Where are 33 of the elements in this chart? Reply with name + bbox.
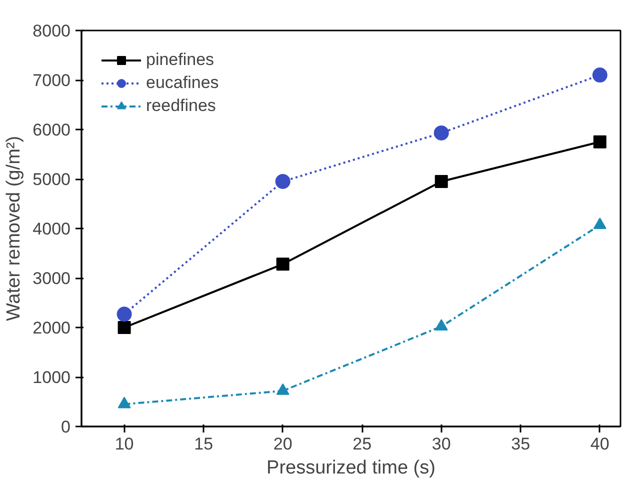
point (434, 174, 448, 188)
point (275, 174, 290, 189)
y-tick-label: 1000 (32, 368, 71, 387)
point (434, 125, 449, 140)
legend-label: pinefines (146, 50, 214, 70)
x-tick-label: 10 (114, 434, 134, 454)
x-tick-label: 40 (590, 434, 610, 454)
point (593, 135, 606, 148)
point (592, 68, 608, 83)
point (118, 321, 131, 334)
point (434, 319, 448, 330)
y-tick-label: 7000 (32, 71, 71, 90)
x-tick-label: 20 (273, 434, 292, 454)
x-tick-label: 30 (432, 434, 451, 454)
point (276, 383, 290, 395)
x-axis-title: Pressurized time (s) (266, 458, 436, 478)
y-axis-title: Water removed (g/m²) (4, 136, 25, 322)
y-tick-label: 0 (61, 418, 71, 436)
y-tick-label: 8000 (32, 22, 71, 40)
x-tick-label: 25 (352, 434, 372, 454)
x-tick-label: 35 (511, 434, 530, 454)
y-tick-label: 6000 (32, 120, 71, 140)
legend-label: eucafines (146, 73, 219, 93)
y-tick-label: 3000 (32, 269, 71, 288)
point (116, 306, 132, 322)
point (593, 218, 606, 229)
point (118, 396, 131, 408)
legend-label: reedfines (146, 96, 216, 116)
x-tick-label: 15 (194, 434, 214, 454)
y-tick-label: 4000 (32, 220, 71, 238)
y-tick-label: 5000 (32, 170, 71, 189)
point (276, 258, 290, 271)
y-tick-label: 2000 (32, 318, 71, 338)
